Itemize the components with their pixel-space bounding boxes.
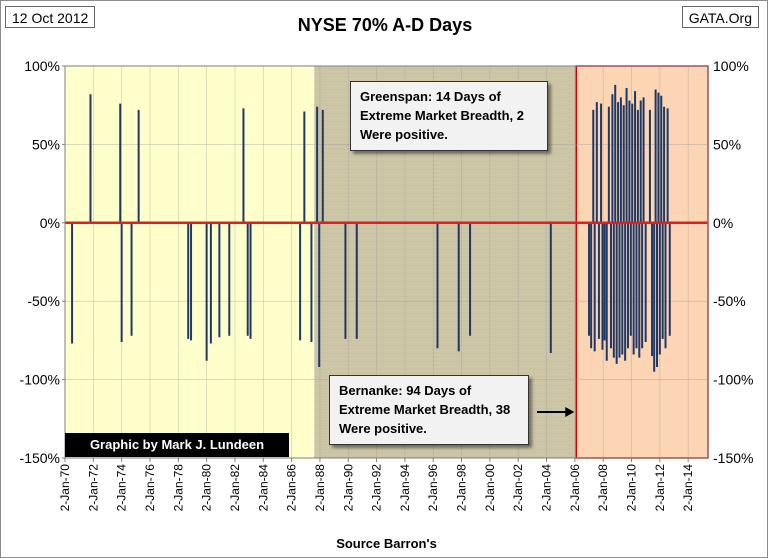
x-tick-label: 2-Jan-96	[426, 464, 440, 512]
y-tick-label-left: -50%	[27, 293, 60, 309]
x-tick-label: 2-Jan-12	[653, 464, 667, 512]
era-pre-greenspan-band	[65, 66, 315, 458]
x-tick-label: 2-Jan-84	[256, 464, 270, 512]
x-tick-label: 2-Jan-78	[171, 464, 185, 512]
y-tick-label-right: -50%	[713, 293, 746, 309]
x-tick-label: 2-Jan-02	[511, 464, 525, 512]
y-tick-label-left: 50%	[32, 136, 60, 152]
y-tick-label-left: 100%	[24, 58, 60, 74]
y-tick-label-left: -150%	[20, 450, 60, 466]
x-tick-label: 2-Jan-90	[341, 464, 355, 512]
x-tick-label: 2-Jan-86	[285, 464, 299, 512]
plot-border	[64, 65, 709, 459]
source-site-label: GATA.Org	[681, 6, 759, 28]
x-tick-label: 2-Jan-98	[455, 464, 469, 512]
chart-title: NYSE 70% A-D Days	[297, 15, 473, 35]
credit-label: Graphic by Mark J. Lundeen	[65, 433, 289, 457]
y-tick-label-right: 0%	[713, 215, 733, 231]
x-tick-label: 2-Jan-14	[681, 464, 695, 512]
x-tick-label: 2-Jan-04	[540, 464, 554, 512]
x-tick-label: 2-Jan-82	[228, 464, 242, 512]
x-tick-label: 2-Jan-06	[568, 464, 582, 512]
y-tick-label-right: 50%	[713, 136, 741, 152]
date-label: 12 Oct 2012	[5, 6, 96, 28]
y-tick-label-right: -150%	[713, 450, 753, 466]
x-tick-label: 2-Jan-74	[115, 464, 129, 512]
y-tick-label-left: -100%	[20, 372, 60, 388]
x-tick-label: 2-Jan-10	[625, 464, 639, 512]
x-tick-label: 2-Jan-08	[596, 464, 610, 512]
x-tick-label: 2-Jan-80	[200, 464, 214, 512]
bernanke-arrow-head	[565, 407, 575, 417]
x-tick-label: 2-Jan-76	[143, 464, 157, 512]
x-tick-label: 2-Jan-94	[398, 464, 412, 512]
bernanke-callout: Bernanke: 94 Days of Extreme Market Brea…	[329, 375, 529, 445]
x-axis-label: Source Barron's	[336, 536, 437, 551]
x-tick-label: 2-Jan-00	[483, 464, 497, 512]
x-tick-label: 2-Jan-88	[313, 464, 327, 512]
y-tick-label-left: 0%	[40, 215, 60, 231]
x-tick-label: 2-Jan-70	[58, 464, 72, 512]
x-tick-label: 2-Jan-72	[86, 464, 100, 512]
y-tick-label-right: 100%	[713, 58, 749, 74]
greenspan-callout: Greenspan: 14 Days of Extreme Market Bre…	[350, 81, 548, 151]
x-tick-label: 2-Jan-92	[370, 464, 384, 512]
y-tick-label-right: -100%	[713, 372, 753, 388]
